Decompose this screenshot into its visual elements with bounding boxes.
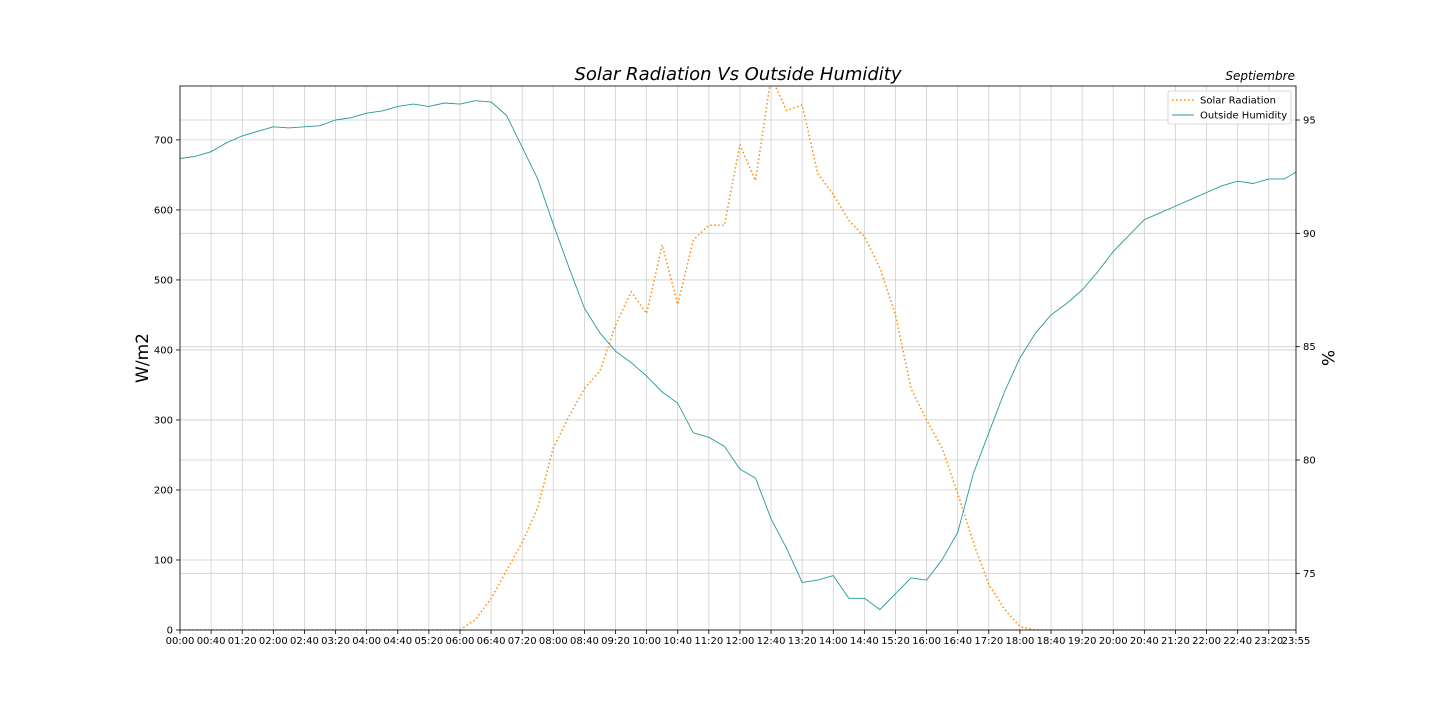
x-tick-label: 04:00 [352, 636, 381, 647]
y-tick-label: 100 [154, 555, 173, 566]
y-tick-label: 700 [154, 135, 173, 146]
y-tick-label: 300 [154, 415, 173, 426]
x-tick-label: 06:40 [477, 636, 506, 647]
solar-radiation-line [180, 86, 1296, 630]
ticks: 00:00 00:40 01:20 02:00 02:40 03:20 04:00 04:40… [154, 116, 1316, 648]
plot-frame [179, 85, 1297, 631]
x-tick-label: 08:00 [539, 636, 568, 647]
y2-tick-label: 85 [1303, 342, 1316, 353]
legend: Solar Radiation Outside Humidity [1167, 90, 1292, 125]
y-tick-label: 500 [154, 275, 173, 286]
x-tick-label: 23:55 [1282, 636, 1311, 647]
x-tick-label: 17:20 [974, 636, 1003, 647]
x-tick-label: 16:40 [943, 636, 972, 647]
x-tick-label: 22:00 [1192, 636, 1221, 647]
x-tick-label: 10:40 [663, 636, 692, 647]
y-tick-label: 400 [154, 345, 173, 356]
grid [179, 86, 1297, 631]
x-tick-label: 08:40 [570, 636, 599, 647]
x-tick-label: 16:00 [912, 636, 941, 647]
x-tick-label: 10:00 [632, 636, 661, 647]
x-tick-label: 20:00 [1099, 636, 1128, 647]
y2-tick-label: 75 [1303, 569, 1316, 580]
y2-tick-label: 95 [1303, 116, 1316, 127]
x-tick-label: 18:40 [1037, 636, 1066, 647]
y-tick-label: 200 [154, 485, 173, 496]
x-tick-label: 05:20 [414, 636, 443, 647]
chart-subtitle: Septiembre [1225, 69, 1295, 83]
x-tick-label: 20:40 [1130, 636, 1159, 647]
x-tick-label: 12:00 [726, 636, 755, 647]
series-layer [180, 86, 1296, 630]
x-tick-label: 06:00 [446, 636, 475, 647]
outside-humidity-line [180, 100, 1296, 611]
x-tick-label: 07:20 [508, 636, 537, 647]
y2-tick-label: 90 [1303, 229, 1316, 240]
x-tick-label: 11:20 [694, 636, 723, 647]
x-tick-label: 04:40 [383, 636, 412, 647]
x-tick-label: 15:20 [881, 636, 910, 647]
x-tick-label: 23:20 [1254, 636, 1283, 647]
x-tick-label: 02:40 [290, 636, 319, 647]
x-tick-label: 18:00 [1006, 636, 1035, 647]
x-tick-label: 13:20 [788, 636, 817, 647]
y-tick-label: 0 [167, 626, 173, 637]
x-tick-label: 00:00 [166, 636, 195, 647]
y2-axis-label: % [1317, 350, 1337, 366]
y-tick-label: 600 [154, 205, 173, 216]
chart-title: Solar Radiation Vs Outside Humidity [574, 64, 901, 85]
x-tick-label: 01:20 [228, 636, 257, 647]
legend-box [1167, 90, 1292, 125]
x-tick-label: 19:20 [1068, 636, 1097, 647]
x-tick-label: 12:40 [757, 636, 786, 647]
x-tick-label: 00:40 [197, 636, 226, 647]
x-tick-label: 22:40 [1223, 636, 1252, 647]
x-tick-label: 21:20 [1161, 636, 1190, 647]
x-tick-label: 14:40 [850, 636, 879, 647]
y-axis-label: W/m2 [133, 333, 153, 383]
y2-tick-label: 80 [1303, 456, 1316, 467]
x-tick-label: 03:20 [321, 636, 350, 647]
legend-label-solar-radiation: Solar Radiation [1200, 96, 1276, 107]
x-tick-label: 02:00 [259, 636, 288, 647]
x-tick-label: 14:00 [819, 636, 848, 647]
x-tick-label: 09:20 [601, 636, 630, 647]
legend-label-outside-humidity: Outside Humidity [1200, 111, 1287, 122]
